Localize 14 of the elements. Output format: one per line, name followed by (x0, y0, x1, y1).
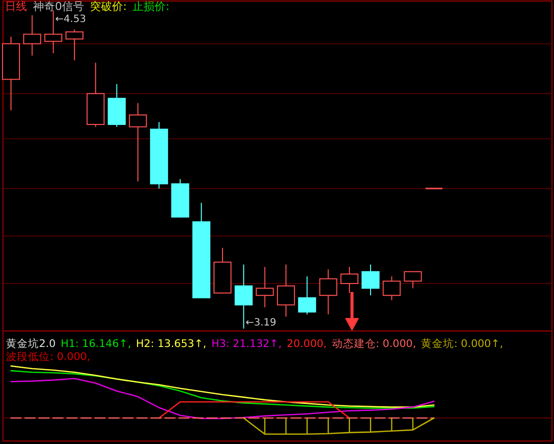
text: 20.000, (286, 338, 327, 350)
text: H1: 16.146↑, (60, 338, 132, 350)
annotation: 日线 (5, 0, 27, 14)
text: 波段低位: 0.000, (6, 350, 90, 363)
text: H2: 13.653↑, (136, 338, 206, 350)
annotation: 神奇0信号 (33, 0, 84, 14)
annotation: ←4.53 (55, 14, 86, 26)
text: 黄金坑: 0.000↑, (421, 336, 504, 350)
text: H3: 21.132↑, (211, 338, 282, 350)
annotation: 止损价: (132, 0, 170, 14)
annotation: ←3.19 (246, 317, 276, 328)
chart-title: 黄金坑2.0 (6, 336, 56, 350)
annotation: 突破价: (90, 0, 127, 14)
text: 动态建仓: 0.000, (332, 336, 416, 350)
